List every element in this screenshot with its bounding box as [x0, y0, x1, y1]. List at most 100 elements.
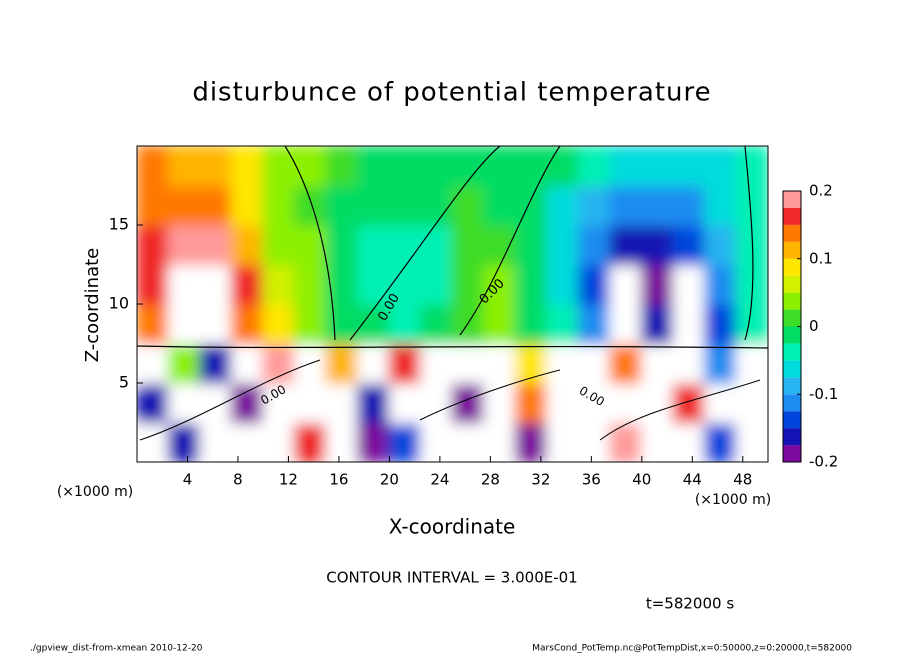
- field-cell: [167, 342, 202, 384]
- field-cell: [199, 224, 233, 266]
- field-cell: [137, 421, 170, 462]
- field-cell: [167, 263, 202, 305]
- field-cell: [262, 382, 296, 424]
- field-cell: [325, 342, 359, 384]
- contour-line: [744, 146, 754, 341]
- y-tick-label: 5: [119, 373, 129, 392]
- field-cell: [230, 421, 265, 462]
- x-tick-label: 32: [531, 471, 550, 489]
- field-cell: [483, 146, 517, 187]
- chart-title: disturbunce of potential temperature: [192, 78, 711, 108]
- x-tick-label: 4: [183, 471, 193, 489]
- colorbar-band: [783, 411, 801, 429]
- colorbar-band: [783, 241, 801, 259]
- field-cell: [230, 146, 265, 187]
- field-cell: [514, 303, 549, 345]
- field-cell: [514, 184, 549, 226]
- field-cell: [137, 263, 170, 305]
- field-cell: [167, 146, 202, 187]
- x-axis-label: X-coordinate: [389, 515, 516, 539]
- field-cell: [262, 263, 296, 305]
- x-tick-label: 16: [329, 471, 348, 489]
- field-cell: [577, 146, 612, 187]
- field-cell: [230, 303, 265, 345]
- field-cell: [451, 224, 486, 266]
- field-cell: [514, 382, 549, 424]
- x-tick-label: 44: [683, 471, 702, 489]
- field-cell: [735, 382, 768, 424]
- field-cell: [451, 184, 486, 226]
- field-cell: [356, 146, 391, 187]
- field-cell: [483, 263, 517, 305]
- field-cell: [483, 382, 517, 424]
- field-cell: [262, 224, 296, 266]
- field-cell: [388, 421, 422, 462]
- contour-interval: CONTOUR INTERVAL = 3.000E-01: [326, 569, 577, 587]
- field-cell: [577, 184, 612, 226]
- colorbar-band: [783, 309, 801, 327]
- field-cell: [137, 303, 170, 345]
- field-cell: [609, 421, 643, 462]
- field-cell: [483, 342, 517, 384]
- field-cell: [325, 263, 359, 305]
- field-cell: [199, 184, 233, 226]
- field-cell: [293, 263, 328, 305]
- x-tick-label: 20: [380, 471, 399, 489]
- field-cell: [199, 342, 233, 384]
- field-cell: [419, 303, 454, 345]
- field-cell: [546, 184, 580, 226]
- field-cell: [262, 303, 296, 345]
- field-cell: [703, 421, 738, 462]
- field-cell: [672, 184, 706, 226]
- contour-line: [459, 146, 561, 336]
- field-cell: [451, 342, 486, 384]
- colorbar-band: [783, 326, 801, 344]
- field-cell: [703, 224, 738, 266]
- field-cell: [137, 382, 170, 424]
- field-cell: [609, 382, 643, 424]
- x-unit-label: (×1000 m): [57, 484, 133, 500]
- field-cell: [199, 263, 233, 305]
- field-cell: [356, 184, 391, 226]
- field-cell: [640, 184, 675, 226]
- colorbar-tick-label: 0: [809, 317, 819, 335]
- field-cell: [672, 303, 706, 345]
- field-cell: [514, 342, 549, 384]
- field-cell: [640, 342, 675, 384]
- field-cell: [230, 342, 265, 384]
- field-cell: [640, 303, 675, 345]
- field-cell: [262, 184, 296, 226]
- field-cell: [735, 146, 768, 187]
- field-cell: [672, 421, 706, 462]
- footer-right: MarsCond_PotTemp.nc@PotTempDist,x=0:5000…: [532, 644, 852, 654]
- field-cell: [293, 382, 328, 424]
- field-cell: [609, 342, 643, 384]
- colorbar-band: [783, 207, 801, 225]
- field-cell: [419, 146, 454, 187]
- field-cell: [262, 342, 296, 384]
- colorbar-tick-label: -0.1: [809, 385, 838, 403]
- field-cell: [325, 303, 359, 345]
- x-tick-label: 8: [233, 471, 243, 489]
- field-cell: [609, 184, 643, 226]
- y-tick-label: 15: [109, 215, 129, 234]
- field-cell: [137, 146, 170, 187]
- field: [137, 146, 768, 462]
- field-cell: [262, 146, 296, 187]
- field-cell: [735, 184, 768, 226]
- field-cell: [609, 263, 643, 305]
- field-cell: [703, 263, 738, 305]
- field-cell: [546, 263, 580, 305]
- field-cell: [137, 342, 170, 384]
- field-cell: [356, 342, 391, 384]
- field-cell: [577, 263, 612, 305]
- field-cell: [703, 342, 738, 384]
- field-cell: [356, 263, 391, 305]
- y-axis-label: Z-coordinate: [82, 248, 103, 363]
- field-cell: [640, 263, 675, 305]
- field-cell: [640, 382, 675, 424]
- field-cell: [451, 263, 486, 305]
- field-cell: [293, 184, 328, 226]
- field-cell: [199, 146, 233, 187]
